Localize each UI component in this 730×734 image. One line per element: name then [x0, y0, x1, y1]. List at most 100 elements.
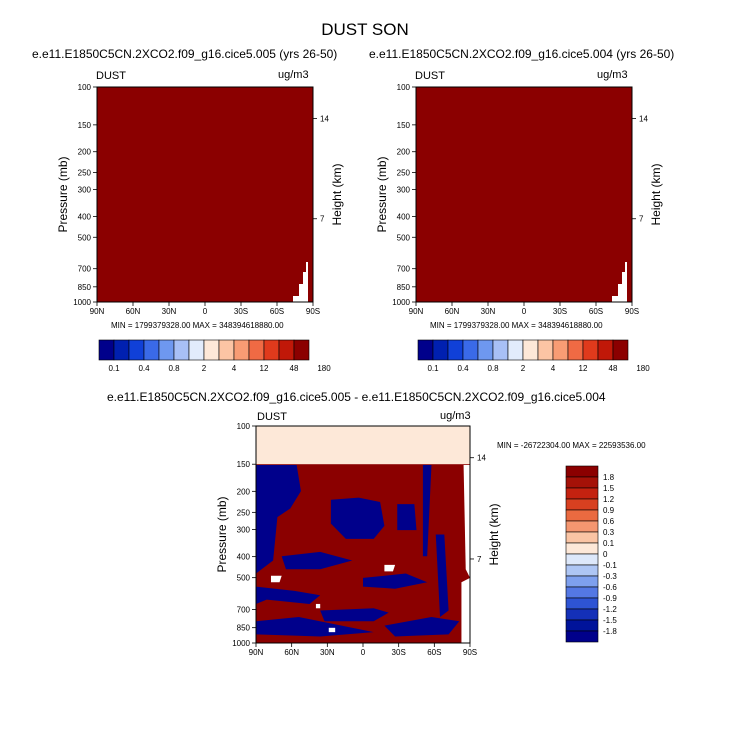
panel2-colorbar-swatch: [477, 339, 494, 361]
panel3-colorbar-label: -1.5: [603, 616, 617, 625]
panel2-x-tick-label: 30N: [481, 307, 496, 316]
panel3-title: e.e11.E1850C5CN.2XCO2.f09_g16.cice5.005 …: [107, 390, 606, 404]
panel3-negative-region: [397, 504, 417, 531]
panel3-colorbar-swatch: [565, 619, 599, 632]
panel1-colorbar-swatch: [263, 339, 280, 361]
panel3-colorbar-swatch: [565, 531, 599, 544]
panel2-colorbar-label: 180: [636, 364, 650, 373]
panel2-colorbar-label: 0.1: [427, 364, 439, 373]
panel3-colorbar-label: 0.3: [603, 528, 615, 537]
panel2-colorbar-swatch: [552, 339, 569, 361]
panel1-colorbar-swatch: [128, 339, 145, 361]
panel1-y-tick-label: 200: [78, 148, 92, 157]
panel3-x-tick-label: 60N: [284, 648, 299, 657]
panel1-colorbar-swatch: [293, 339, 310, 361]
panel1-colorbar-swatch: [113, 339, 130, 361]
panel3-colorbar-swatch: [565, 498, 599, 511]
panel1-colorbar-swatch: [278, 339, 295, 361]
panel1-y-axis-label: Pressure (mb): [56, 156, 70, 232]
panel3-missing-region: [270, 575, 282, 583]
panel3-y-tick-label: 850: [237, 624, 251, 633]
panel1-y-tick-label: 100: [78, 83, 92, 92]
panel3-upper-neutral-band: [256, 426, 470, 465]
panel2-y-tick-label: 200: [397, 148, 411, 157]
panel1-colorbar-label: 2: [202, 364, 207, 373]
panel2-y-tick-label: 500: [397, 233, 411, 242]
panel1-y-tick-label: 700: [78, 265, 92, 274]
panel2-colorbar-label: 48: [609, 364, 618, 373]
panel3-missing-region: [384, 564, 396, 572]
panel3-x-tick-label: 30S: [392, 648, 406, 657]
panel3-colorbar-swatch: [565, 476, 599, 489]
panel3-y-tick-label: 200: [237, 487, 251, 496]
panel1-x-tick-label: 30S: [234, 307, 248, 316]
panel3-colorbar-swatch: [565, 553, 599, 566]
panel2-colorbar-swatch: [507, 339, 524, 361]
panel3-y-tick-label: 400: [237, 553, 251, 562]
panel2-variable-label: DUST: [415, 70, 445, 82]
panel1-colorbar-swatch: [248, 339, 265, 361]
panel3-colorbar-label: -1.2: [603, 605, 617, 614]
panel2-y-tick-label: 1000: [392, 298, 410, 307]
panel3-colorbar-label: 0: [603, 550, 608, 559]
panel3-colorbar-swatch: [565, 564, 599, 577]
panel1-x-tick-label: 90S: [306, 307, 320, 316]
panel3-colorbar-label: 1.8: [603, 473, 615, 482]
panel1-stats: MIN = 1799379328.00 MAX = 348394618880.0…: [111, 321, 284, 330]
panel3-colorbar-swatch: [565, 608, 599, 621]
panel1-colorbar-label: 48: [290, 364, 299, 373]
panel1-field-fill: [97, 87, 313, 302]
panel2-y-right-tick-label: 7: [639, 215, 644, 224]
panel2-colorbar-swatch: [417, 339, 434, 361]
panel2-y-axis-label: Pressure (mb): [375, 156, 389, 232]
panel3-units-label: ug/m3: [440, 410, 471, 422]
panel1-colorbar-swatch: [218, 339, 235, 361]
panel3-colorbar-swatch: [565, 520, 599, 533]
panel3-colorbar-swatch: [565, 542, 599, 555]
panel3-colorbar-label: -0.9: [603, 594, 617, 603]
panel3-y-tick-label: 1000: [232, 639, 250, 648]
panel3-colorbar-swatch: [565, 586, 599, 599]
panel2-colorbar-swatch: [432, 339, 449, 361]
panel2-colorbar-label: 0.4: [457, 364, 469, 373]
panel3-y-axis-label: Pressure (mb): [215, 496, 229, 572]
panel3-colorbar-label: -0.6: [603, 583, 617, 592]
panel1-y-tick-label: 300: [78, 186, 92, 195]
panel2-colorbar-label: 4: [551, 364, 556, 373]
panel1-colorbar-label: 4: [232, 364, 237, 373]
panel2-colorbar-swatch: [582, 339, 599, 361]
panel3-missing-region: [463, 465, 470, 578]
panel2-y-right-tick-label: 14: [639, 114, 648, 123]
panel3-negative-region: [384, 616, 460, 637]
panel1-colorbar-swatch: [173, 339, 190, 361]
panel2-y-tick-label: 400: [397, 212, 411, 221]
panel3-colorbar-swatch: [565, 575, 599, 588]
panel1-x-tick-label: 60S: [270, 307, 284, 316]
panel3-negative-region: [256, 616, 374, 637]
panel2-x-tick-label: 60N: [445, 307, 460, 316]
panel1-units-label: ug/m3: [278, 69, 309, 81]
panel1-x-tick-label: 60N: [126, 307, 141, 316]
panel2-colorbar-label: 0.8: [487, 364, 499, 373]
panel2-colorbar-label: 12: [579, 364, 588, 373]
panel1-colorbar-swatch: [188, 339, 205, 361]
panel2-stats: MIN = 1799379328.00 MAX = 348394618880.0…: [430, 321, 603, 330]
panel2-colorbar-swatch: [492, 339, 509, 361]
panel2-colorbar-swatch: [462, 339, 479, 361]
panel1-y-tick-label: 150: [78, 121, 92, 130]
panel2-colorbar-swatch: [447, 339, 464, 361]
panel2-x-tick-label: 90N: [409, 307, 424, 316]
panel2-y-tick-label: 850: [397, 283, 411, 292]
main-title: DUST SON: [321, 20, 409, 39]
panel1-colorbar-label: 180: [317, 364, 331, 373]
panel3-missing-region: [328, 627, 336, 633]
panel3-colorbar-label: 0.1: [603, 539, 615, 548]
panel2-colorbar-swatch: [567, 339, 584, 361]
panel2-units-label: ug/m3: [597, 69, 628, 81]
panel1-colorbar-label: 0.8: [168, 364, 180, 373]
panel1-title: e.e11.E1850C5CN.2XCO2.f09_g16.cice5.005 …: [32, 47, 338, 61]
panel2-colorbar-swatch: [522, 339, 539, 361]
panel2-field-fill: [416, 87, 632, 302]
panel3-colorbar-label: -1.8: [603, 627, 617, 636]
panel3-negative-region: [330, 497, 385, 539]
